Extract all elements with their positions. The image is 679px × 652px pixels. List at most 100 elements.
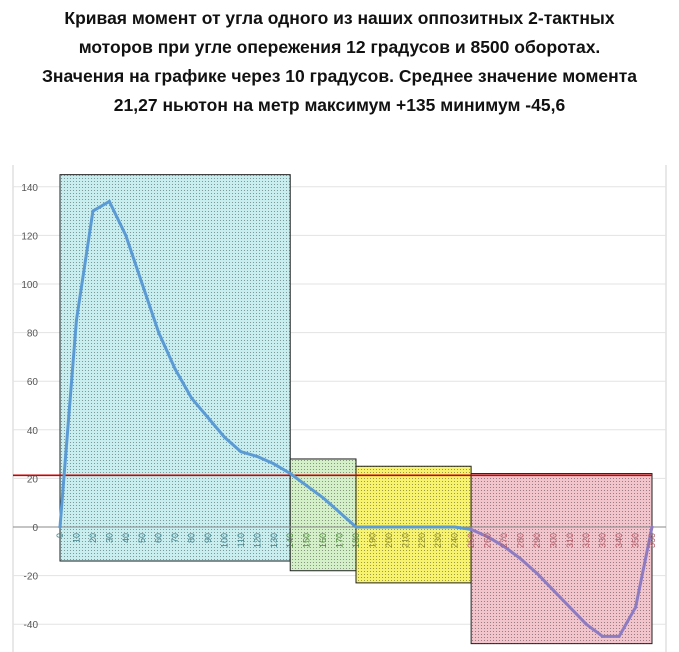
data-point (453, 525, 457, 529)
y-tick-label: 40 (27, 426, 39, 437)
x-tick-label: 230 (433, 533, 443, 548)
series-line-tail (469, 525, 654, 638)
x-tick-label: 270 (499, 533, 509, 548)
x-tick-label: 190 (367, 533, 377, 548)
x-tick-label: 30 (104, 533, 114, 543)
x-tick-label: 220 (417, 533, 427, 548)
data-point (568, 605, 572, 609)
x-tick-label: 320 (581, 533, 591, 548)
data-point (173, 367, 177, 371)
x-tick-label: 130 (269, 533, 279, 548)
data-point (518, 557, 522, 561)
y-tick-label: 100 (21, 280, 38, 291)
data-point (288, 472, 292, 476)
chart-caption: Кривая момент от угла одного из наших оп… (0, 4, 679, 120)
data-point (617, 634, 621, 638)
data-point (272, 462, 276, 466)
x-tick-label: 20 (88, 533, 98, 543)
zone-4-pattern (471, 473, 652, 644)
y-tick-label: 80 (27, 329, 39, 340)
x-tick-label: 60 (154, 533, 164, 543)
x-tick-label: 70 (170, 533, 180, 543)
caption-line-3: Значения на графике через 10 градусов. С… (41, 66, 638, 86)
data-point (338, 510, 342, 514)
data-point (650, 525, 654, 529)
zone-1-border (59, 174, 291, 562)
x-tick-label: 120 (252, 533, 262, 548)
x-tick-label: 150 (302, 533, 312, 548)
data-point (124, 233, 128, 237)
y-tick-labels: -40 -20 0 20 40 60 80 100 120 140 (21, 183, 38, 631)
x-tick-label: 240 (450, 533, 460, 548)
data-point (486, 535, 490, 539)
zone-3-pattern (356, 466, 472, 583)
x-tick-label: 200 (384, 533, 394, 548)
data-point (157, 331, 161, 335)
data-point (420, 525, 424, 529)
y-tick-label: -20 (24, 572, 39, 583)
data-point (436, 525, 440, 529)
data-point (255, 455, 259, 459)
caption-line-4: 21,27 ньютон на метр максимум +135 миним… (113, 95, 566, 115)
x-tick-label: 100 (219, 533, 229, 548)
x-tick-label: 170 (335, 533, 345, 548)
data-point (584, 622, 588, 626)
data-point (305, 484, 309, 488)
x-tick-label: 350 (631, 533, 641, 548)
data-point (58, 525, 62, 529)
data-point (601, 634, 605, 638)
caption-line-2: моторов при угле опережения 12 градусов … (78, 37, 601, 57)
y-tick-label: 140 (21, 183, 38, 194)
y-tick-label: 60 (27, 377, 39, 388)
data-point (502, 544, 506, 548)
data-point (551, 588, 555, 592)
data-point (469, 527, 473, 531)
data-point (74, 318, 78, 322)
zone-4-border (470, 473, 653, 645)
series-group (58, 199, 654, 638)
x-tick-label: 110 (236, 533, 246, 547)
data-point (190, 396, 194, 400)
x-tick-label: 260 (483, 533, 493, 548)
data-point (354, 525, 358, 529)
x-tick-label: 140 (285, 533, 295, 548)
zones (59, 174, 653, 645)
data-point (140, 282, 144, 286)
x-tick-label: 300 (548, 533, 558, 548)
zone-2-pattern (290, 458, 356, 571)
x-tick-label: 80 (187, 533, 197, 543)
x-tick-label: 340 (614, 533, 624, 548)
caption-line-1: Кривая момент от угла одного из наших оп… (64, 8, 615, 28)
y-tick-label: 20 (27, 474, 39, 485)
data-point (107, 199, 111, 203)
x-tick-label: 250 (466, 533, 476, 548)
y-tick-label: 0 (32, 523, 38, 534)
x-tick-label: 50 (137, 533, 147, 543)
x-tick-label: 0 (55, 533, 65, 538)
x-tick-label: 90 (203, 533, 213, 543)
x-tick-label: 330 (598, 533, 608, 548)
y-tick-label: -40 (24, 620, 39, 631)
x-tick-label: 360 (647, 533, 657, 548)
data-point (403, 525, 407, 529)
y-tick-label: 120 (21, 231, 38, 242)
x-tick-label: 10 (71, 533, 81, 543)
data-point (206, 416, 210, 420)
x-tick-label: 180 (351, 533, 361, 548)
x-tick-label: 40 (121, 533, 131, 543)
data-point (370, 525, 374, 529)
series-line-main (58, 199, 473, 531)
data-point (634, 605, 638, 609)
x-tick-label: 160 (318, 533, 328, 548)
data-point (535, 571, 539, 575)
data-point (91, 209, 95, 213)
data-point (222, 435, 226, 439)
data-point (387, 525, 391, 529)
x-tick-labels: 0 10 20 30 40 50 60 70 80 90 100 110 120 130 140 150 160… (55, 533, 657, 548)
data-point (239, 450, 243, 454)
x-tick-label: 290 (532, 533, 542, 548)
x-tick-label: 210 (400, 533, 410, 548)
data-point (321, 496, 325, 500)
x-tick-label: 310 (565, 533, 575, 548)
